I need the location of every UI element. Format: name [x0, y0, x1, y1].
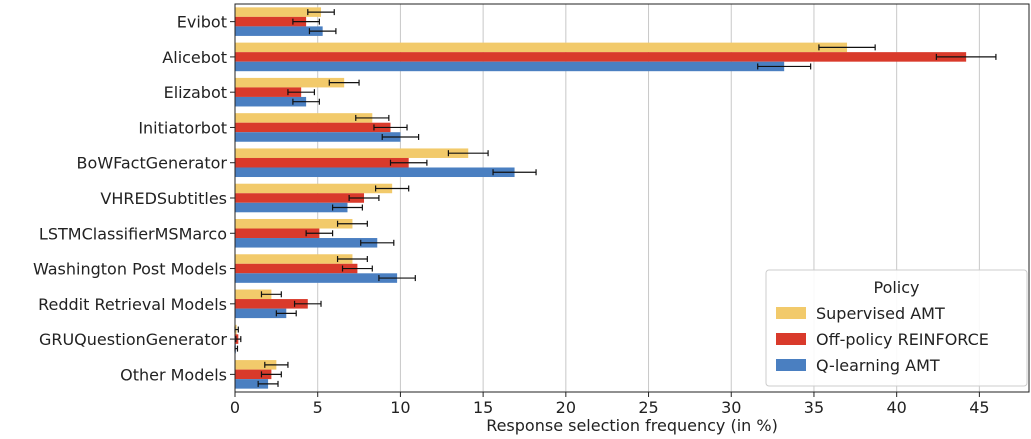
x-tick-label: 20	[556, 398, 576, 417]
bar	[235, 157, 409, 168]
y-axis-ticks: Evibot Alicebot Elizabot Initiatorbot BoWFac…	[33, 13, 235, 384]
bar	[235, 52, 967, 62]
x-tick-label: 25	[638, 398, 658, 417]
legend: Policy Supervised AMT Off-policy REINFORC…	[765, 269, 1028, 387]
error-bar-group	[234, 9, 997, 387]
y-tick-label: BoWFactGenerator	[77, 154, 228, 173]
y-tick-label: Initiatorbot	[138, 118, 227, 137]
y-tick-label: Washington Post Models	[33, 260, 227, 279]
bar	[235, 26, 323, 36]
bar	[235, 183, 393, 194]
bar	[235, 193, 365, 203]
bar	[235, 289, 272, 300]
bar	[235, 132, 401, 142]
y-tick-label: VHREDSubtitles	[100, 189, 227, 208]
legend-swatch	[776, 333, 806, 345]
y-tick-label: LSTMClassifierMSMarco	[39, 224, 227, 243]
y-tick-label: Other Models	[120, 365, 227, 384]
bar-series-group	[235, 7, 967, 389]
bar	[235, 308, 287, 319]
legend-items: Supervised AMT Off-policy REINFORCE Q-lear…	[776, 304, 989, 375]
legend-label: Q-learning AMT	[816, 356, 940, 375]
legend-label: Supervised AMT	[816, 304, 945, 323]
bar	[235, 167, 515, 178]
y-tick-label: GRUQuestionGenerator	[39, 330, 227, 349]
y-tick-label: Elizabot	[164, 83, 227, 102]
bar	[235, 273, 398, 283]
bar	[235, 360, 277, 370]
bar	[235, 122, 391, 133]
bar	[235, 218, 353, 229]
x-tick-label: 5	[313, 398, 323, 417]
bar	[235, 148, 469, 158]
bar	[235, 42, 848, 53]
y-tick-label: Evibot	[177, 13, 227, 32]
x-tick-label: 15	[473, 398, 493, 417]
bar	[235, 263, 358, 274]
bar	[235, 299, 308, 309]
legend-box	[765, 269, 1028, 387]
legend-swatch	[776, 359, 806, 371]
x-tick-label: 30	[721, 398, 741, 417]
bar	[235, 254, 353, 264]
bar	[235, 96, 307, 107]
y-tick-label: Alicebot	[162, 48, 227, 67]
legend-swatch	[776, 307, 806, 319]
bar	[235, 16, 307, 27]
bar	[235, 228, 320, 239]
legend-label: Off-policy REINFORCE	[816, 330, 989, 349]
bar	[235, 379, 269, 389]
x-tick-label: 0	[230, 398, 240, 417]
x-tick-label: 40	[886, 398, 906, 417]
bar	[235, 87, 302, 97]
bar	[235, 7, 322, 17]
x-axis-title: Response selection frequency (in %)	[486, 416, 778, 435]
bar	[235, 113, 373, 123]
x-tick-label: 35	[804, 398, 824, 417]
y-tick-label: Reddit Retrieval Models	[38, 295, 227, 314]
bar	[235, 369, 272, 380]
x-tick-label: 45	[969, 398, 989, 417]
legend-title: Policy	[873, 278, 919, 297]
bar	[235, 202, 348, 213]
bar	[235, 61, 785, 72]
x-axis-ticks: 0 5 10 15 20 25 30 35 40 45	[230, 392, 990, 417]
bar	[235, 238, 378, 248]
x-tick-label: 10	[390, 398, 410, 417]
bar	[235, 77, 345, 88]
